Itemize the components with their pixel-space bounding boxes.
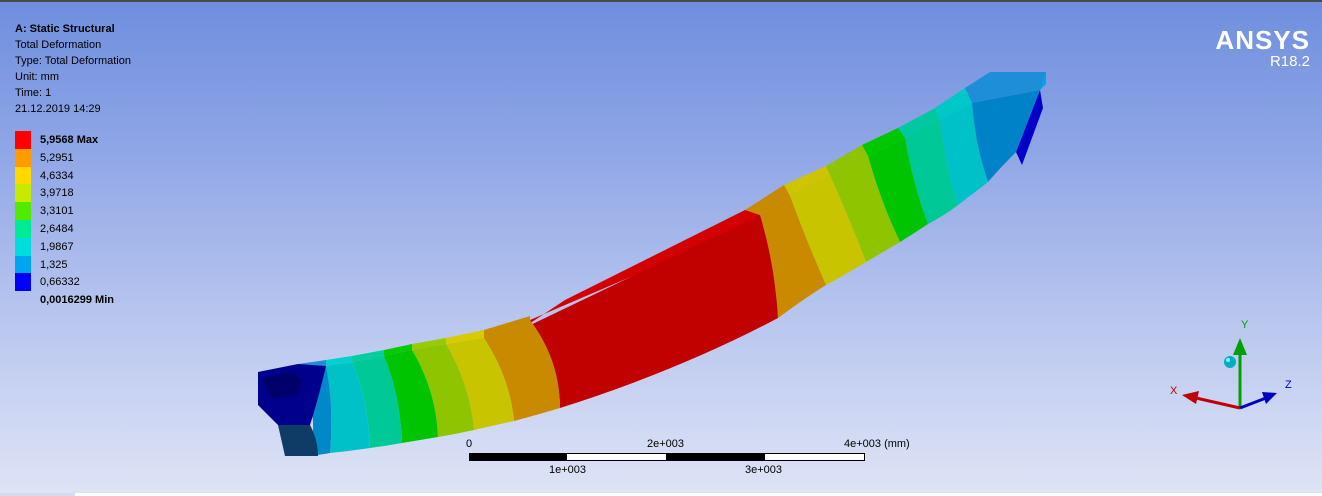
legend-label: 3,3101 [40,205,74,218]
beam-top-lightblue-right [965,72,1046,103]
beam-side-yellow-left [446,338,514,430]
result-name: Total Deformation [15,39,102,51]
scale-label-4e3: 4e+003 (mm) [844,438,910,450]
scale-segment [469,453,567,461]
legend-swatch [15,131,31,149]
legend-label-min: 0,0016299 Min [40,294,114,307]
beam-side-green-left [384,350,438,443]
beam-top-teal-right [898,108,940,138]
beam-side-red [520,215,778,408]
beam-side-green-right [868,138,928,242]
legend-swatch [15,202,31,220]
viewport-bottom-border [75,493,1322,496]
scale-label-2e3: 2e+003 [647,438,685,450]
analysis-title: A: Static Structural [15,23,115,35]
legend-swatch [15,273,31,292]
viewport-bottom-border [0,493,75,496]
legend-label: 3,9718 [40,187,74,200]
brand-name: ANSYS [1215,25,1310,55]
beam-side-yellow-right [790,175,866,285]
legend-swatch [15,255,31,274]
scale-bar: 0 2e+003 4e+003 (mm) 1e+003 3e+003 [466,437,910,477]
legend-swatch [15,184,31,203]
scale-label-0: 0 [466,438,473,450]
scale-label-1e3: 1e+003 [549,464,587,476]
scale-label-3e3: 3e+003 [745,464,783,476]
scale-segment [765,453,865,461]
beam-segment-end-right [1016,90,1043,165]
beam-top-yg-right [826,145,868,175]
brand-version: R18.2 [1269,53,1310,70]
beam-side-teal-right [905,120,958,224]
beam-side-cyan-right [940,103,988,205]
result-unit: Unit: mm [15,71,59,83]
legend-label: 1,325 [40,258,68,271]
beam-side-lightblue-right [972,90,1040,182]
legend-label: 2,6484 [40,222,74,235]
scale-segment [567,453,666,461]
result-datetime: 21.12.2019 14:29 [15,103,101,115]
legend-label: 5,2951 [40,151,74,164]
beam-side-lightblue-left [298,366,332,456]
beam-side-yg-right [830,156,900,262]
result-time: Time: 1 [15,87,52,99]
beam-side-teal-left [352,356,402,448]
beam-side-orange-left [484,320,560,421]
legend-swatch [15,219,31,238]
beam-side-yg-left [412,344,474,437]
beam-top-yellow-right [784,166,830,196]
beam-top-cyan-right [935,88,972,120]
legend-swatch [15,148,31,167]
beam-top-orange-right [745,185,790,215]
legend-label: 1,9867 [40,240,74,253]
beam-top-green-right [862,128,905,156]
scale-segment [666,453,765,461]
beam-side-orange-right [760,196,826,318]
legend-label: 4,6334 [40,169,74,182]
legend-label-max: 5,9568 Max [40,134,99,146]
beam-top-red [520,210,760,330]
legend-label: 0,66332 [40,276,80,289]
viewport-top-border [0,0,1322,2]
beam-side-cyan-left [326,362,370,453]
legend-swatch [15,166,31,185]
ansys-logo: ANSYS R18.2 [1215,26,1310,70]
legend-swatch [15,237,31,256]
result-type: Type: Total Deformation [15,55,131,67]
result-info: A: Static Structural Total Deformation T… [15,21,131,117]
